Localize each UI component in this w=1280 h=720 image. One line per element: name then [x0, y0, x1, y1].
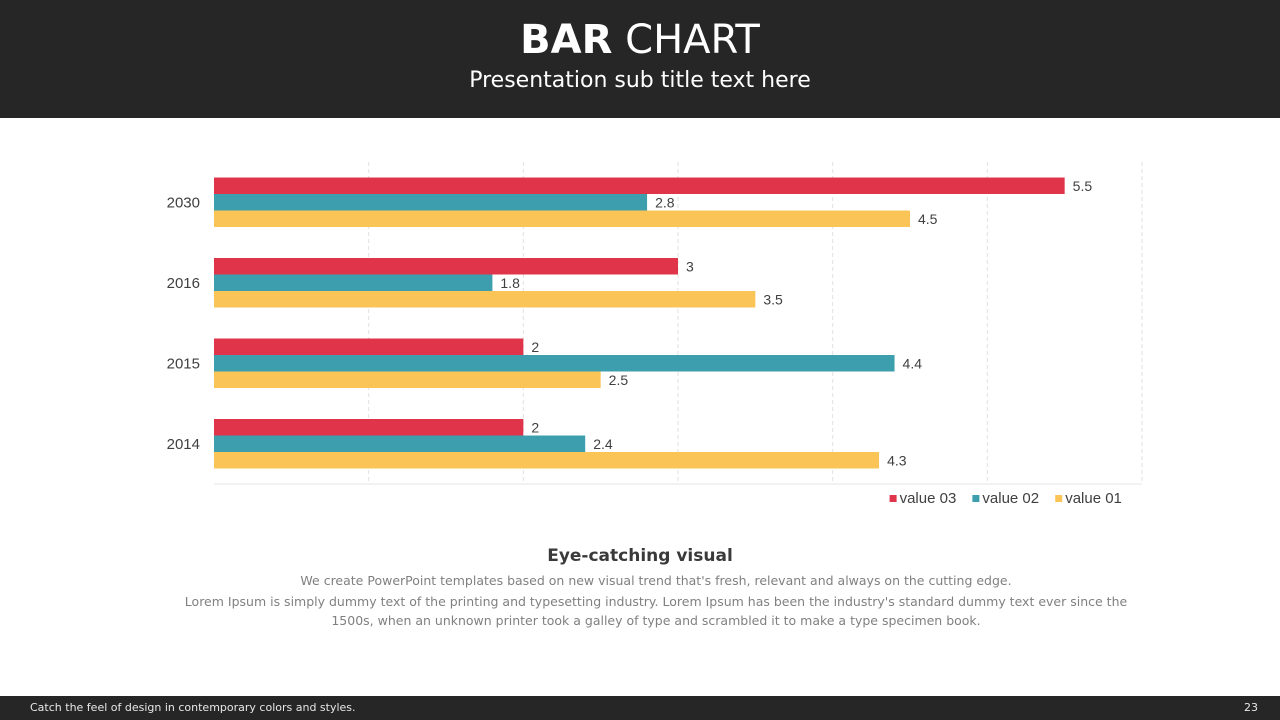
- data-label: 3: [686, 258, 694, 274]
- legend-label: value 03: [900, 490, 957, 507]
- data-label: 2: [531, 339, 539, 355]
- description-title: Eye-catching visual: [547, 546, 733, 566]
- bar: [214, 194, 648, 211]
- data-label: 2: [531, 419, 539, 435]
- data-label: 4.3: [887, 452, 907, 468]
- bar: [214, 210, 910, 227]
- category-label: 2016: [167, 275, 200, 292]
- slide-title: BAR CHART: [0, 16, 1280, 64]
- data-label: 4.5: [918, 211, 938, 227]
- data-label: 2.4: [593, 436, 613, 452]
- bar: [214, 274, 493, 291]
- slide-title-bold: BAR: [520, 17, 613, 63]
- bar: [214, 355, 895, 372]
- data-label: 5.5: [1073, 178, 1093, 194]
- bar: [214, 452, 880, 469]
- legend-label: value 02: [982, 490, 1039, 507]
- category-label: 2030: [167, 194, 200, 211]
- bar: [214, 177, 1065, 194]
- footer-bar: Catch the feel of design in contemporary…: [0, 696, 1280, 720]
- header-bar: BAR CHART Presentation sub title text he…: [0, 0, 1280, 118]
- legend-swatch: [972, 495, 980, 502]
- data-label: 4.4: [903, 355, 923, 371]
- bar: [214, 338, 524, 355]
- bar: [214, 435, 586, 452]
- bar-chart-area: 2030 5.5 2.8 4.5 2016 3 1.8 3.5 2015 2 4.4 2.5 2014 2…: [0, 118, 1280, 528]
- bar: [214, 419, 524, 436]
- bar: [214, 291, 756, 308]
- data-label: 3.5: [763, 291, 783, 307]
- bar-chart: 2030 5.5 2.8 4.5 2016 3 1.8 3.5 2015 2 4.4 2.5 2014 2…: [167, 162, 1143, 507]
- data-label: 2.8: [655, 194, 675, 210]
- data-label: 1.8: [500, 275, 520, 291]
- legend-label: value 01: [1065, 490, 1122, 507]
- slide-title-light: CHART: [625, 17, 760, 63]
- bar: [214, 258, 678, 275]
- bar: [214, 371, 601, 388]
- footer-text: Catch the feel of design in contemporary…: [30, 701, 356, 714]
- category-label: 2014: [167, 436, 200, 453]
- description-line-2: Lorem Ipsum is simply dummy text of the …: [184, 594, 1128, 628]
- legend-swatch: [889, 495, 897, 502]
- slide-subtitle: Presentation sub title text here: [469, 68, 811, 93]
- legend-swatch: [1055, 495, 1063, 502]
- description-line-1: We create PowerPoint templates based on …: [300, 573, 1012, 588]
- page-number: 23: [1244, 701, 1258, 714]
- category-label: 2015: [167, 355, 200, 372]
- data-label: 2.5: [609, 372, 629, 388]
